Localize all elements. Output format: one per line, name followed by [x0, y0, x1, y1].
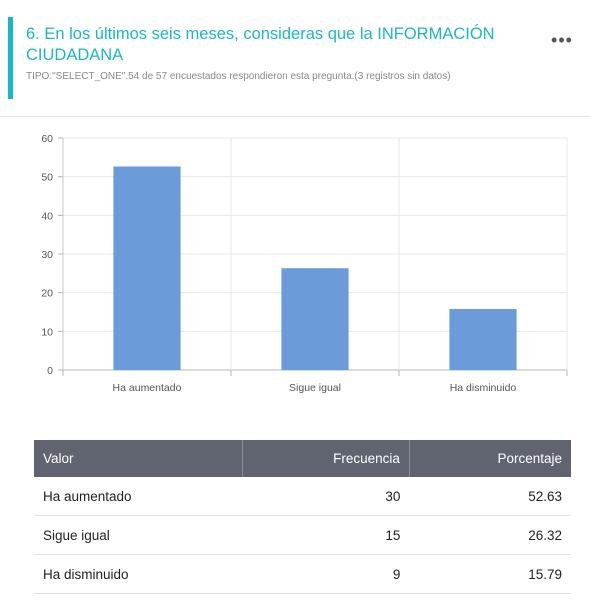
x-tick-label: Ha disminuido	[450, 382, 517, 394]
y-tick-label: 0	[47, 365, 53, 377]
table-row: Ha disminuido 9 15.79	[34, 554, 571, 594]
header-porcentaje: Porcentaje	[408, 440, 571, 477]
frequency-table: Valor Frecuencia Porcentaje Ha aumentado…	[34, 440, 571, 594]
row-porcentaje: 15.79	[409, 554, 571, 594]
y-tick-label: 20	[41, 288, 53, 300]
row-porcentaje: 52.63	[409, 477, 571, 516]
row-porcentaje: 26.32	[409, 515, 571, 555]
y-tick-label: 30	[41, 249, 53, 261]
row-valor: Ha aumentado	[34, 477, 243, 516]
x-tick-label: Sigue igual	[289, 382, 341, 394]
row-valor: Sigue igual	[34, 515, 243, 555]
bar	[113, 166, 181, 370]
row-frecuencia: 9	[242, 554, 410, 594]
y-tick-label: 50	[41, 172, 53, 184]
question-subtitle: TIPO:"SELECT_ONE".54 de 57 encuestados r…	[26, 71, 451, 82]
x-tick-label: Ha aumentado	[113, 382, 182, 394]
bar-chart-svg: 0 10 20 30 40 50 60 Ha aumentado Sigue igual Ha d…	[41, 133, 568, 394]
row-valor: Ha disminuido	[34, 554, 243, 594]
header-valor: Valor	[34, 440, 243, 477]
y-tick-label: 60	[41, 133, 53, 145]
row-frecuencia: 30	[242, 477, 410, 516]
more-options-icon[interactable]: •••	[551, 30, 573, 50]
header-frecuencia: Frecuencia	[242, 440, 410, 477]
y-tick-label: 10	[41, 326, 53, 338]
question-header: 6. En los últimos seis meses, consideras…	[0, 0, 590, 117]
bar-chart: 0 10 20 30 40 50 60 Ha aumentado Sigue igual Ha d…	[0, 118, 590, 408]
y-tick-label: 40	[41, 210, 53, 222]
row-frecuencia: 15	[242, 515, 410, 555]
bar	[449, 308, 517, 370]
table-header-row: Valor Frecuencia Porcentaje	[34, 440, 571, 477]
table-row: Ha aumentado 30 52.63	[34, 477, 571, 516]
bar	[281, 268, 349, 370]
accent-bar	[8, 17, 13, 99]
question-title: 6. En los últimos seis meses, consideras…	[26, 25, 495, 64]
table-row: Sigue igual 15 26.32	[34, 515, 571, 555]
